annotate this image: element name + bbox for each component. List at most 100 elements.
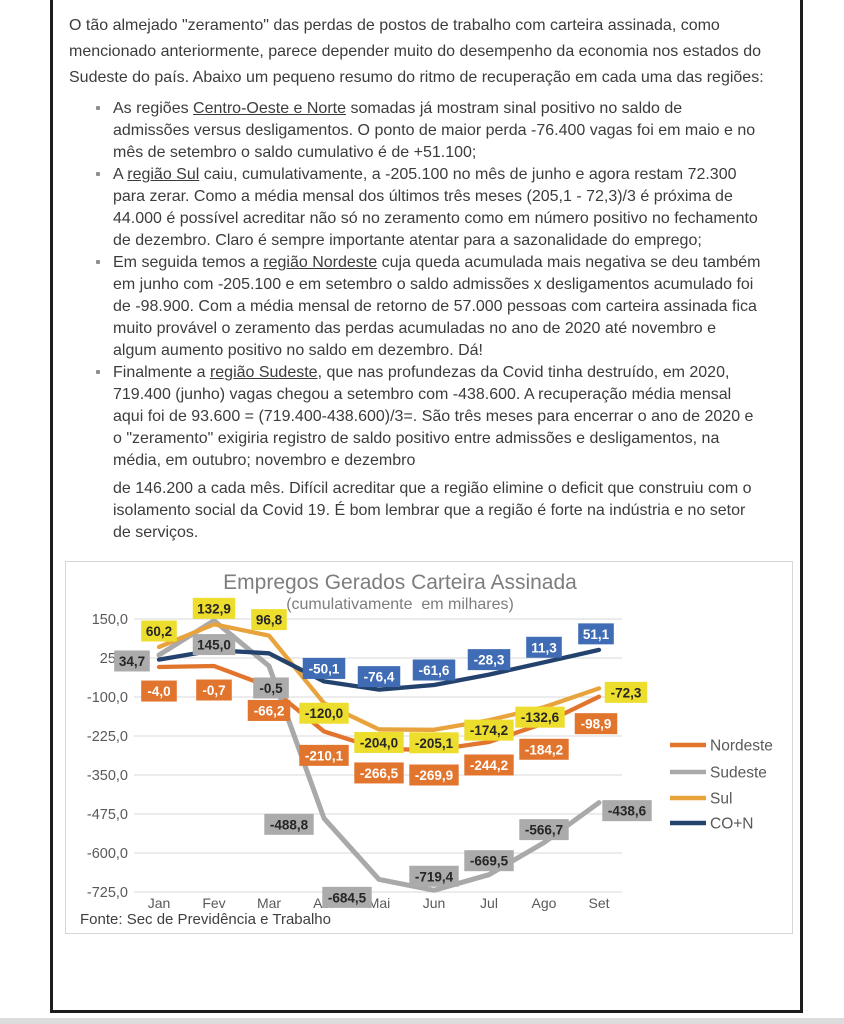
data-label-box bbox=[354, 762, 404, 784]
data-label: -120,0 bbox=[305, 706, 343, 721]
x-tick-label: Ago bbox=[532, 895, 557, 911]
data-label: -66,2 bbox=[254, 703, 285, 718]
chart-svg: 150,025,0-100,0-225,0-350,0-475,0-600,0-… bbox=[87, 597, 773, 911]
data-label: 96,8 bbox=[256, 613, 283, 628]
bullet-text: cuja queda acumulada mais negativa se de… bbox=[113, 254, 761, 359]
data-label-box bbox=[409, 764, 459, 786]
y-tick-label: -475,0 bbox=[87, 807, 128, 823]
legend-label: Sul bbox=[710, 791, 732, 808]
data-label-box bbox=[464, 850, 514, 872]
bullet-text: Em seguida temos a bbox=[113, 254, 264, 271]
x-tick-label: Mar bbox=[257, 895, 281, 911]
data-label-box bbox=[196, 679, 232, 701]
data-label: -438,6 bbox=[608, 804, 647, 819]
data-label-box bbox=[519, 819, 569, 841]
chart-source: Fonte: Sec de Previdência e Trabalho bbox=[80, 911, 331, 928]
chart-title: Empregos Gerados Carteira Assinada bbox=[223, 571, 577, 594]
data-label-box bbox=[409, 732, 459, 754]
data-label-box bbox=[578, 623, 614, 645]
x-tick-label: Jul bbox=[480, 895, 498, 911]
data-label-box bbox=[467, 649, 511, 671]
data-label-box bbox=[604, 681, 648, 703]
y-tick-label: 150,0 bbox=[92, 612, 128, 628]
data-label: -0,7 bbox=[202, 683, 225, 698]
data-label-box bbox=[412, 659, 456, 681]
data-label: -244,2 bbox=[470, 758, 508, 773]
data-label-box bbox=[299, 702, 349, 724]
bullet-text: As regiões bbox=[113, 100, 194, 117]
data-label-box bbox=[141, 680, 177, 702]
data-label-box bbox=[192, 634, 236, 656]
data-label-box bbox=[247, 699, 291, 721]
data-label: -72,3 bbox=[611, 685, 642, 700]
legend-label: Nordeste bbox=[710, 738, 773, 755]
x-tick-label: Set bbox=[588, 895, 609, 911]
document-page: O tão almejado "zeramento" das perdas de… bbox=[50, 0, 803, 1013]
bullet-continuation: de 146.200 a cada mês. Difícil acreditar… bbox=[113, 480, 752, 541]
bullet-text: caiu, cumulativamente, a -205.100 no mês… bbox=[113, 166, 758, 249]
intro-paragraph: O tão almejado "zeramento" das perdas de… bbox=[69, 17, 764, 86]
data-label-box bbox=[464, 754, 514, 776]
x-tick-label: Jan bbox=[148, 895, 171, 911]
bullet-text: somadas já mostram sinal positivo no sal… bbox=[113, 100, 756, 161]
data-label-box bbox=[515, 706, 565, 728]
data-label: -566,7 bbox=[525, 823, 563, 838]
data-label: -684,5 bbox=[328, 890, 367, 905]
data-label: -50,1 bbox=[309, 661, 340, 676]
data-label-box bbox=[357, 666, 401, 688]
y-tick-label: -100,0 bbox=[87, 690, 128, 706]
data-label-box bbox=[264, 813, 314, 835]
data-label: 145,0 bbox=[197, 638, 231, 653]
data-label-box bbox=[141, 620, 177, 642]
data-label: -719,4 bbox=[415, 869, 454, 884]
bullet-text: A bbox=[113, 166, 128, 183]
data-label: -0,5 bbox=[259, 681, 283, 696]
region-name: região Sudeste bbox=[209, 364, 318, 381]
bullet-text: , que nas profundezas da Covid tinha des… bbox=[113, 364, 754, 469]
chart-container: Empregos Gerados Carteira Assinada (cumu… bbox=[65, 561, 793, 934]
region-name: região Sul bbox=[127, 166, 200, 183]
data-label-box bbox=[519, 738, 569, 760]
data-label: -269,9 bbox=[415, 768, 453, 783]
data-label: -132,6 bbox=[521, 710, 560, 725]
data-label: 34,7 bbox=[119, 654, 145, 669]
data-label-box bbox=[299, 744, 349, 766]
data-label: -205,1 bbox=[415, 736, 454, 751]
y-tick-label: -600,0 bbox=[87, 846, 128, 862]
data-label: -204,0 bbox=[360, 735, 398, 750]
region-name: região Nordeste bbox=[263, 254, 378, 271]
bullet-list: As regiões Centro-Oeste e Norte somadas … bbox=[95, 98, 763, 544]
data-label: -174,2 bbox=[470, 723, 508, 738]
legend-label: CO+N bbox=[710, 816, 754, 833]
list-item: A região Sul caiu, cumulativamente, a -2… bbox=[95, 164, 763, 252]
y-tick-label: -350,0 bbox=[87, 768, 128, 784]
list-item: As regiões Centro-Oeste e Norte somadas … bbox=[95, 98, 763, 164]
y-tick-label: -225,0 bbox=[87, 729, 128, 745]
region-name: Centro-Oeste e Norte bbox=[193, 100, 346, 117]
legend-label: Sudeste bbox=[710, 765, 767, 782]
data-label-box bbox=[409, 865, 459, 887]
data-label: -61,6 bbox=[419, 663, 450, 678]
data-label: -28,3 bbox=[474, 653, 505, 668]
data-label: -266,5 bbox=[360, 766, 399, 781]
data-label: -488,8 bbox=[270, 817, 309, 832]
data-label-box bbox=[464, 719, 514, 741]
bullet-text: Finalmente a bbox=[113, 364, 210, 381]
data-label-box bbox=[574, 713, 618, 735]
data-label: -76,4 bbox=[364, 670, 395, 685]
data-label: -98,9 bbox=[581, 717, 612, 732]
data-label-box bbox=[192, 597, 236, 619]
x-tick-label: Fev bbox=[202, 895, 225, 911]
page-bottom-edge bbox=[0, 1018, 844, 1024]
data-label: -669,5 bbox=[470, 854, 509, 869]
data-label-box bbox=[354, 731, 404, 753]
data-label-box bbox=[302, 657, 346, 679]
data-label: -184,2 bbox=[525, 742, 563, 757]
list-item: Finalmente a região Sudeste, que nas pro… bbox=[95, 362, 763, 544]
data-label: -4,0 bbox=[147, 684, 170, 699]
x-tick-label: Mai bbox=[368, 895, 391, 911]
data-label: 11,3 bbox=[531, 640, 557, 655]
y-tick-label: -725,0 bbox=[87, 885, 128, 901]
x-tick-label: Jun bbox=[423, 895, 446, 911]
list-item: Em seguida temos a região Nordeste cuja … bbox=[95, 252, 763, 362]
